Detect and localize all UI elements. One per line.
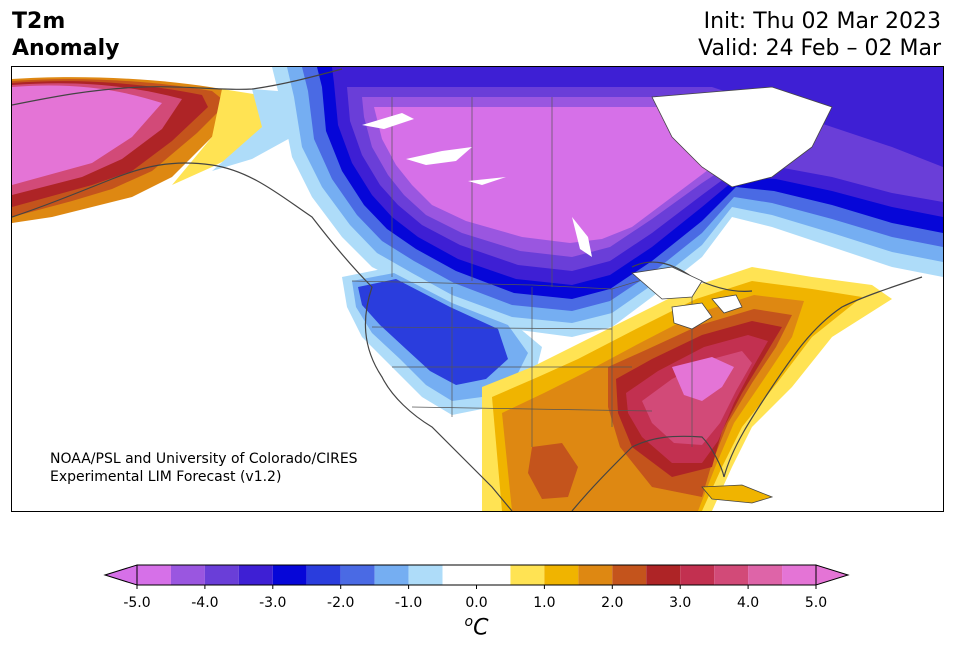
- map-title: T2m Anomaly: [12, 8, 119, 62]
- colorbar-ticks: -5.0 -4.0 -3.0 -2.0 -1.0 0.0 1.0 2.0 3.0 4.0 5.0: [123, 585, 827, 611]
- units-celsius: C: [473, 615, 489, 641]
- credit-line-2: Experimental LIM Forecast (v1.2): [50, 469, 282, 485]
- colorbar-bin: [306, 565, 341, 585]
- colorbar-bin: [646, 565, 681, 585]
- colorbar-bins: [137, 565, 816, 585]
- colorbar-units: oC: [0, 614, 953, 640]
- colorbar-tick-label: -1.0: [395, 595, 422, 611]
- map-canvas: [12, 67, 943, 511]
- colorbar-tick-label: 1.0: [533, 595, 555, 611]
- canadian-lakes: [362, 113, 592, 257]
- colorbar-bin: [170, 565, 205, 585]
- colorbar-tick-label: 0.0: [465, 595, 487, 611]
- colorbar-bin: [408, 565, 443, 585]
- credit-line-1: NOAA/PSL and University of Colorado/CIRE…: [50, 451, 358, 467]
- units-degree: o: [464, 614, 474, 630]
- colorbar-bin: [374, 565, 409, 585]
- colorbar-bin: [340, 565, 375, 585]
- colorbar-bin: [578, 565, 613, 585]
- forecast-dates: Init: Thu 02 Mar 2023 Valid: 24 Feb – 02…: [698, 8, 941, 62]
- colorbar-tick-label: 2.0: [601, 595, 623, 611]
- colorbar-bin: [612, 565, 647, 585]
- colorbar-bin: [510, 565, 545, 585]
- eastern-us-warm-anomaly: [482, 267, 892, 511]
- credit-text: NOAA/PSL and University of Colorado/CIRE…: [50, 450, 358, 486]
- hudson-bay: [651, 86, 833, 188]
- init-date: Init: Thu 02 Mar 2023: [703, 9, 941, 34]
- colorbar-bin: [272, 565, 307, 585]
- colorbar-tick-label: 4.0: [737, 595, 759, 611]
- colorbar-bin: [544, 565, 579, 585]
- coastlines: [12, 68, 923, 511]
- colorbar-bin: [748, 565, 783, 585]
- colorbar-under-arrow: [103, 564, 138, 586]
- colorbar-tick-label: -2.0: [327, 595, 354, 611]
- colorbar-bin: [714, 565, 749, 585]
- title-line-1: T2m: [12, 9, 66, 34]
- colorbar-bin: [238, 565, 273, 585]
- anomaly-map: NOAA/PSL and University of Colorado/CIRE…: [11, 66, 944, 512]
- colorbar-bin: [680, 565, 715, 585]
- colorbar-tick-label: -3.0: [259, 595, 286, 611]
- cuba: [701, 484, 774, 504]
- colorbar-tick-label: -5.0: [123, 595, 150, 611]
- valid-range: Valid: 24 Feb – 02 Mar: [698, 36, 941, 61]
- colorbar-over-arrow: [815, 564, 850, 586]
- western-us-cold: [342, 267, 542, 415]
- colorbar-tick-label: 5.0: [805, 595, 827, 611]
- colorbar-tick-label: -4.0: [191, 595, 218, 611]
- colorbar-bin: [782, 565, 816, 585]
- great-lakes: [631, 266, 743, 330]
- colorbar-bin: [442, 565, 511, 585]
- colorbar-bin: [137, 565, 171, 585]
- colorbar: -5.0 -4.0 -3.0 -2.0 -1.0 0.0 1.0 2.0 3.0 4.0 5.0: [103, 564, 850, 611]
- colorbar-tick-label: 3.0: [669, 595, 691, 611]
- title-line-2: Anomaly: [12, 36, 120, 61]
- colorbar-bin: [204, 565, 239, 585]
